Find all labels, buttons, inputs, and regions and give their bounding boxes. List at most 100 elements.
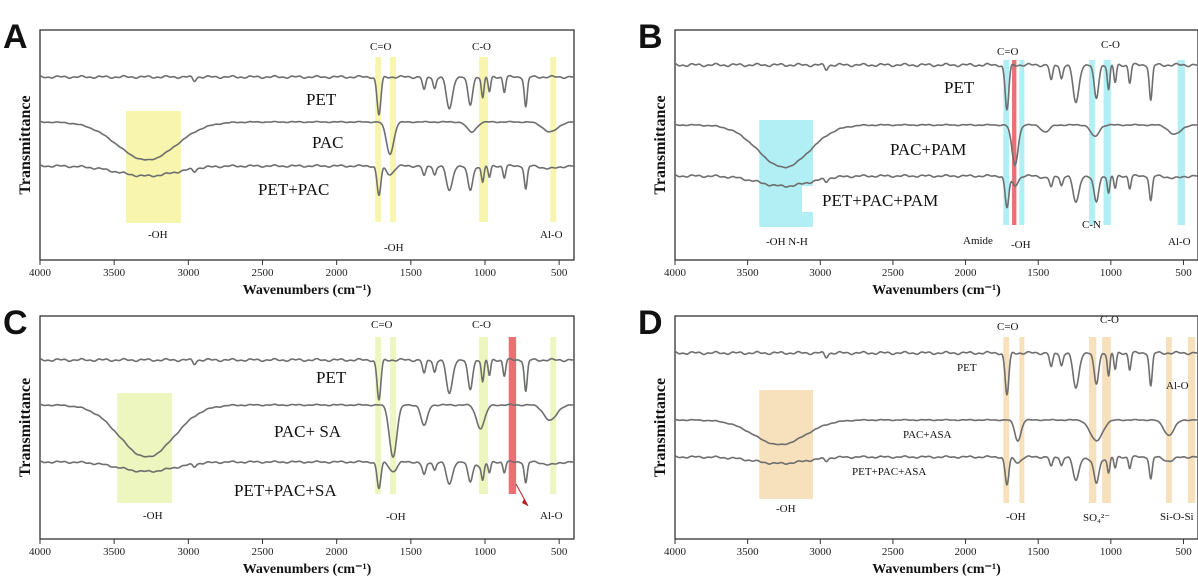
- band-annotation: -OH: [143, 510, 163, 522]
- band-annotation: Al-O: [1168, 236, 1191, 248]
- label-backdrop: [802, 186, 932, 212]
- plot-frame: [674, 315, 1198, 540]
- x-tick-label: 3500: [103, 546, 126, 558]
- band-annotation: C-O: [472, 41, 491, 53]
- band-annotation: -OH: [148, 229, 168, 241]
- x-tick-label: 3500: [103, 267, 126, 279]
- x-tick-label: 1500: [400, 546, 423, 558]
- panel-c: PET PAC+ SA PET+PAC+SA 4000 3500 3000 2500 2000…: [3, 304, 575, 577]
- x-tick-label: 3000: [809, 546, 832, 558]
- series-line: [674, 418, 1198, 446]
- x-tick-label: 4000: [29, 546, 52, 558]
- band-annotation: Al-O: [540, 229, 563, 241]
- series-label: PAC+PAM: [890, 140, 966, 159]
- band-annotation: C=O: [371, 319, 393, 331]
- band-annotation: Al-O: [1166, 380, 1189, 392]
- y-axis-label: Transmittance: [652, 95, 669, 194]
- x-axis-label: Wavenumbers (cm⁻¹): [872, 562, 1001, 577]
- arrow-head: [522, 499, 528, 506]
- x-tick-label: 3000: [809, 267, 832, 279]
- band-annotation: SO₄²⁻: [1083, 512, 1110, 524]
- panel-letter: D: [638, 304, 663, 342]
- x-tick-label: 2500: [882, 267, 905, 279]
- series-line: [39, 403, 575, 458]
- band-annotation: -OH: [776, 503, 796, 515]
- series-label: PAC+ SA: [274, 422, 342, 441]
- highlight-band: [1089, 337, 1097, 503]
- series-line: [39, 460, 575, 490]
- x-tick-label: 2500: [882, 546, 905, 558]
- x-tick-label: 3000: [177, 546, 200, 558]
- x-tick-label: 4000: [29, 267, 52, 279]
- highlight-band: [390, 57, 396, 222]
- x-tick-label: 3500: [737, 546, 760, 558]
- series-label: PET+PAC: [258, 180, 329, 199]
- band-annotation: -OH: [386, 511, 406, 523]
- x-tick-label: 3000: [177, 267, 200, 279]
- highlight-band: [126, 111, 181, 223]
- x-tick-label: 1000: [474, 546, 497, 558]
- band-annotation: C-O: [1100, 314, 1119, 326]
- x-tick-label: 1000: [1100, 267, 1123, 279]
- series-label: PET+PAC+SA: [234, 481, 337, 500]
- series-label: PAC: [312, 133, 344, 152]
- arrow-line: [515, 483, 529, 507]
- band-annotation: C-N: [1082, 219, 1101, 231]
- x-tick-label: 4000: [664, 267, 687, 279]
- panel-a: PET PAC PET+PAC 4000 3500 3000 2500 2000 1500 100…: [3, 18, 575, 298]
- series-label: PET: [957, 362, 977, 374]
- band-annotation: Si-O-Si: [1160, 511, 1194, 523]
- series-label: PAC+ASA: [903, 429, 952, 441]
- highlight-band: [1103, 60, 1111, 225]
- band-annotation: Al-O: [540, 510, 563, 522]
- plot-frame: [674, 29, 1198, 261]
- highlight-band: [1166, 337, 1172, 503]
- series-line: [674, 350, 1198, 396]
- series-label: PET+PAC+ASA: [852, 466, 926, 478]
- highlight-band: [550, 337, 557, 494]
- label-backdrop: [298, 128, 358, 142]
- band-annotation: C=O: [370, 41, 392, 53]
- highlight-band: [1177, 60, 1185, 225]
- series-label: PET+PAC+PAM: [822, 191, 938, 210]
- highlight-band: [1012, 60, 1017, 225]
- highlight-band: [375, 57, 382, 222]
- band-annotation: -OH: [384, 242, 404, 254]
- series-label: PET: [316, 368, 347, 387]
- x-tick-label: 2000: [955, 546, 978, 558]
- series-line: [674, 62, 1198, 111]
- x-tick-label: 1500: [1027, 546, 1050, 558]
- x-tick-label: 500: [1175, 267, 1192, 279]
- series-line: [674, 455, 1198, 486]
- x-tick-label: 2000: [326, 546, 349, 558]
- x-tick-label: 500: [551, 267, 568, 279]
- x-tick-label: 4000: [664, 546, 687, 558]
- panel-letter: B: [638, 18, 663, 56]
- series-line: [674, 123, 1198, 169]
- highlight-band: [1019, 60, 1025, 225]
- series-line: [674, 174, 1198, 209]
- x-tick-label: 1500: [400, 267, 423, 279]
- band-annotation: C=O: [997, 321, 1019, 333]
- x-tick-label: 2000: [955, 267, 978, 279]
- band-annotation: -OH: [1011, 239, 1031, 251]
- x-tick-label: 2500: [252, 267, 275, 279]
- x-tick-label: 1000: [474, 267, 497, 279]
- series-label: PET: [306, 90, 337, 109]
- band-annotation: C-O: [472, 319, 491, 331]
- series-line: [39, 164, 575, 197]
- highlight-band: [508, 337, 517, 494]
- plot-frame: [39, 29, 575, 261]
- x-axis-label: Wavenumbers (cm⁻¹): [243, 283, 372, 298]
- series-line: [39, 357, 575, 401]
- x-tick-label: 500: [1175, 546, 1192, 558]
- highlight-band: [479, 57, 488, 222]
- plot-frame: [39, 315, 575, 540]
- highlight-band: [1019, 337, 1025, 503]
- y-axis-label: Transmittance: [652, 378, 669, 477]
- band-annotation: C-O: [1101, 39, 1120, 51]
- panel-b: PET PAC+PAM PET+PAC+PAM 4000 3500 3000 2500 200…: [638, 18, 1198, 298]
- panel-letter: A: [3, 18, 28, 56]
- highlight-band: [1003, 60, 1010, 225]
